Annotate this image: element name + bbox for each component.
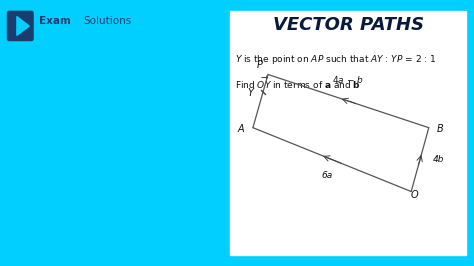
Text: $A$: $A$ (237, 122, 246, 134)
Text: $P$: $P$ (256, 59, 264, 70)
Polygon shape (17, 16, 29, 35)
Text: $Y$: $Y$ (247, 86, 255, 98)
Text: $B$: $B$ (436, 122, 445, 134)
FancyBboxPatch shape (7, 11, 34, 41)
Text: 4b: 4b (433, 155, 444, 164)
Text: 4$a$ $-$ $b$: 4$a$ $-$ $b$ (332, 74, 365, 85)
Text: 6a: 6a (321, 171, 333, 180)
Text: $Y$ is the point on $AP$ such that $AY$ : $YP$ = 2 : 1: $Y$ is the point on $AP$ such that $AY$ … (235, 53, 437, 66)
Text: VECTOR PATHS: VECTOR PATHS (273, 16, 424, 34)
Text: Exam: Exam (39, 16, 71, 26)
Text: Find $\overrightarrow{OY}$ in terms of $\mathbf{a}$ and $\mathbf{b}$: Find $\overrightarrow{OY}$ in terms of $… (235, 74, 361, 90)
FancyBboxPatch shape (230, 11, 466, 255)
Text: Solutions: Solutions (83, 16, 132, 26)
Text: $O$: $O$ (410, 188, 419, 200)
